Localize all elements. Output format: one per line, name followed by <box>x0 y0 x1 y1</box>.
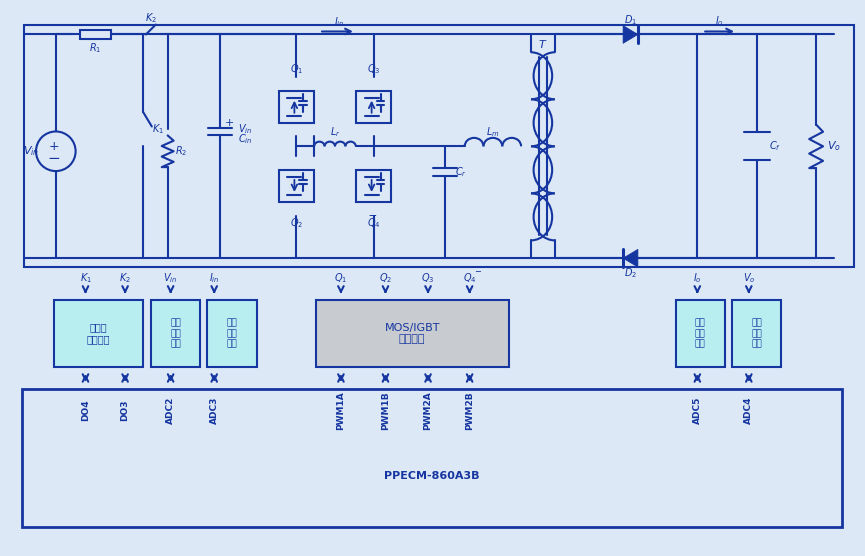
Bar <box>54 300 143 367</box>
Text: $V_{in}$: $V_{in}$ <box>238 123 253 136</box>
Polygon shape <box>623 249 638 267</box>
Text: $K_2$: $K_2$ <box>144 11 157 24</box>
Text: PWM1A: PWM1A <box>336 391 345 430</box>
Text: $K_1$: $K_1$ <box>80 271 92 285</box>
Bar <box>676 300 725 367</box>
Text: PPECM-860A3B: PPECM-860A3B <box>384 471 480 481</box>
Text: $L_r$: $L_r$ <box>330 126 340 140</box>
Text: $K_1$: $K_1$ <box>151 123 163 136</box>
Bar <box>80 29 112 39</box>
Polygon shape <box>623 26 638 43</box>
Text: $Q_2$: $Q_2$ <box>379 271 392 285</box>
Text: $K_2$: $K_2$ <box>119 271 131 285</box>
Text: 霍尔
电压
采样: 霍尔 电压 采样 <box>752 319 762 349</box>
Text: $D_1$: $D_1$ <box>625 13 638 27</box>
Text: $I_o$: $I_o$ <box>714 14 723 28</box>
Text: $Q_1$: $Q_1$ <box>290 62 303 76</box>
Text: $Q_1$: $Q_1$ <box>334 271 348 285</box>
Text: PWM2A: PWM2A <box>424 391 432 430</box>
Bar <box>208 300 257 367</box>
Bar <box>279 170 314 202</box>
Text: $R_2$: $R_2$ <box>176 145 188 158</box>
Text: $R_1$: $R_1$ <box>89 41 101 55</box>
Text: ADC2: ADC2 <box>166 397 175 424</box>
Text: DO4: DO4 <box>81 400 90 421</box>
Text: +: + <box>225 117 234 127</box>
Text: 霍尔
电流
采样: 霍尔 电流 采样 <box>695 319 706 349</box>
Bar <box>22 389 842 528</box>
Text: PWM2B: PWM2B <box>465 391 474 430</box>
Bar <box>279 91 314 122</box>
Text: 霍尔
电压
采样: 霍尔 电压 采样 <box>170 319 181 349</box>
Text: $C_f$: $C_f$ <box>768 140 780 153</box>
Text: $I_o$: $I_o$ <box>693 271 702 285</box>
Text: 继电器
驱动电路: 继电器 驱动电路 <box>86 322 110 344</box>
Bar <box>24 24 854 267</box>
Text: $Q_2$: $Q_2$ <box>290 217 303 230</box>
Text: $C_{in}$: $C_{in}$ <box>238 132 253 146</box>
Text: $C_r$: $C_r$ <box>455 165 467 179</box>
Text: +: + <box>48 140 59 153</box>
Text: $V_o$: $V_o$ <box>742 271 755 285</box>
Text: $V_o$: $V_o$ <box>827 140 841 153</box>
Text: $L_m$: $L_m$ <box>485 126 499 140</box>
Text: $D_2$: $D_2$ <box>625 266 638 280</box>
Text: ‾: ‾ <box>475 271 480 281</box>
Text: −: − <box>48 151 61 166</box>
Bar <box>732 300 781 367</box>
Text: $I_{in}$: $I_{in}$ <box>334 16 344 29</box>
Text: ADC4: ADC4 <box>744 397 753 424</box>
Text: DO3: DO3 <box>120 400 130 421</box>
Bar <box>356 170 392 202</box>
Text: MOS/IGBT
驱动电路: MOS/IGBT 驱动电路 <box>384 322 440 344</box>
Text: $V_{in}$: $V_{in}$ <box>23 145 39 158</box>
Text: $Q_4$: $Q_4$ <box>463 271 477 285</box>
Text: $I_{in}$: $I_{in}$ <box>209 271 220 285</box>
Text: ADC3: ADC3 <box>209 397 219 424</box>
Bar <box>317 300 509 367</box>
Bar <box>151 300 201 367</box>
Bar <box>356 91 392 122</box>
Text: $Q_3$: $Q_3$ <box>367 62 381 76</box>
Text: 霍尔
电流
采样: 霍尔 电流 采样 <box>227 319 237 349</box>
Circle shape <box>36 131 75 171</box>
Text: $Q_3$: $Q_3$ <box>421 271 435 285</box>
Text: $T$: $T$ <box>538 38 548 51</box>
Text: $V_{in}$: $V_{in}$ <box>163 271 178 285</box>
Text: PWM1B: PWM1B <box>381 391 390 430</box>
Text: ADC5: ADC5 <box>693 397 702 424</box>
Text: $Q_4$: $Q_4$ <box>367 217 381 230</box>
